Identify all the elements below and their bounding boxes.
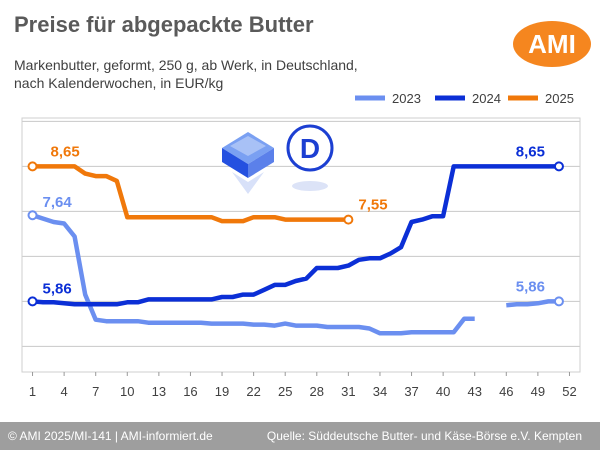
x-tick-label: 4 [60, 384, 67, 399]
x-tick-label: 49 [531, 384, 545, 399]
endpoint-marker [27, 296, 38, 307]
series-lines [31, 164, 559, 336]
x-tick-label: 28 [310, 384, 324, 399]
series-line-2025-3 [32, 164, 349, 224]
legend-label-2024: 2024 [472, 91, 501, 106]
butter-package-icon [222, 132, 274, 194]
x-tick-label: 46 [499, 384, 513, 399]
subtitle-line-2: nach Kalenderwochen, in EUR/kg [14, 75, 224, 91]
data-labels: 7,64 5,86 8,65 7,55 8,65 5,86 [27, 143, 564, 307]
footer-copyright: © AMI 2025/MI-141 | AMI-informiert.de [8, 429, 213, 443]
ami-logo-text: AMI [528, 29, 576, 59]
x-tick-label: 34 [373, 384, 387, 399]
footer-source: Quelle: Süddeutsche Butter- und Käse-Bör… [266, 429, 582, 443]
x-tick-label: 31 [341, 384, 355, 399]
x-tick-label: 19 [215, 384, 229, 399]
legend-label-2025: 2025 [545, 91, 574, 106]
data-label: 7,55 [358, 197, 387, 214]
series-line-2023-0 [31, 213, 475, 336]
legend-label-2023: 2023 [392, 91, 421, 106]
x-tick-label: 43 [467, 384, 481, 399]
grid-lines [21, 117, 581, 373]
endpoint-marker [553, 161, 564, 172]
x-tick-label: 22 [246, 384, 260, 399]
x-tick-label: 16 [183, 384, 197, 399]
data-label: 5,86 [43, 280, 72, 297]
x-tick-label: 37 [404, 384, 418, 399]
data-label: 5,86 [516, 278, 545, 295]
legend: 2023 2024 2025 [355, 91, 574, 106]
page-title: Preise für abgepackte Butter [14, 12, 314, 37]
x-tick-label: 1 [29, 384, 36, 399]
x-tick-label: 13 [152, 384, 166, 399]
country-d-icon: D [286, 124, 334, 191]
subtitle-line-1: Markenbutter, geformt, 250 g, ab Werk, i… [14, 57, 358, 73]
endpoint-marker [27, 161, 38, 172]
x-tick-label: 25 [278, 384, 292, 399]
series-line-2023-1 [506, 299, 559, 308]
series-line-2024-2 [32, 164, 559, 307]
x-tick-label: 10 [120, 384, 134, 399]
plot-frame [21, 117, 581, 373]
svg-text:D: D [300, 133, 320, 164]
endpoint-marker [553, 296, 564, 307]
data-label: 8,65 [516, 143, 545, 160]
endpoint-marker [343, 214, 354, 225]
x-tick-label: 52 [562, 384, 576, 399]
x-axis: 1 4 7 10 13 16 19 22 25 28 31 34 37 40 43 46 49 52 [29, 372, 577, 399]
data-label: 7,64 [43, 194, 73, 211]
ami-logo: AMI [513, 21, 591, 67]
data-label: 8,65 [51, 143, 80, 160]
endpoint-marker [27, 210, 38, 221]
x-tick-label: 7 [92, 384, 99, 399]
x-tick-label: 40 [436, 384, 450, 399]
footer: © AMI 2025/MI-141 | AMI-informiert.de Qu… [0, 422, 600, 450]
butter-price-chart: 1 4 7 10 13 16 19 22 25 28 31 34 37 40 43 46 49 52 2023 2… [21, 91, 581, 399]
page-subtitle: Markenbutter, geformt, 250 g, ab Werk, i… [14, 56, 414, 92]
